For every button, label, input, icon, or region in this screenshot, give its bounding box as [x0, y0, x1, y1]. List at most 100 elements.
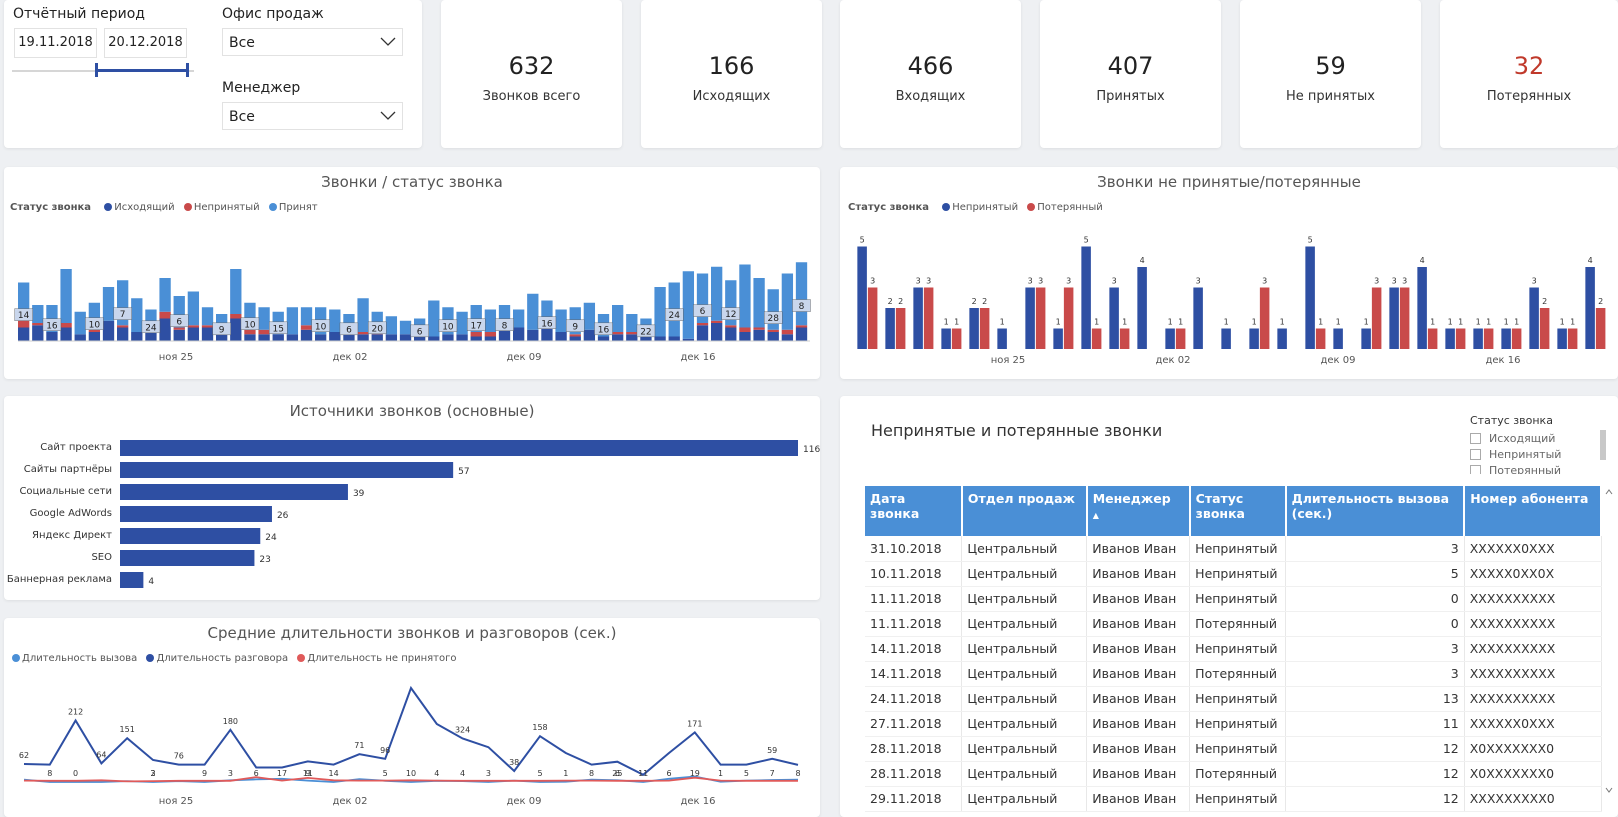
- bar-Принят: [626, 314, 638, 332]
- table-row[interactable]: 14.11.2018 Центральный Иванов Иван Потерянн…: [865, 661, 1602, 687]
- bar-Непринятый: [1389, 287, 1399, 349]
- bar-Потерянный: [1119, 328, 1130, 349]
- manager-dropdown[interactable]: Все: [222, 102, 403, 130]
- bar: [120, 550, 255, 566]
- table-row[interactable]: 28.11.2018 Центральный Иванов Иван Непринят…: [865, 736, 1602, 762]
- table-cell: Иванов Иван: [1086, 586, 1191, 612]
- column-header[interactable]: Номер абонента: [1464, 486, 1602, 536]
- data-label: 6: [666, 769, 671, 778]
- bar-Принят: [682, 271, 695, 339]
- data-label: 9: [202, 769, 207, 778]
- data-label: 1: [1122, 318, 1127, 327]
- scroll-down-icon[interactable]: [1603, 784, 1615, 796]
- table-row[interactable]: 11.11.2018 Центральный Иванов Иван Потерянн…: [865, 611, 1602, 637]
- bar-Исходящий: [753, 329, 765, 341]
- table-row[interactable]: 24.11.2018 Центральный Иванов Иван Непринят…: [865, 686, 1602, 712]
- checkbox[interactable]: [1470, 449, 1481, 460]
- date-from-input[interactable]: 19.11.2018: [14, 28, 97, 58]
- column-header[interactable]: Дата звонка: [865, 486, 963, 536]
- scroll-up-icon[interactable]: [1603, 486, 1615, 498]
- table-scrollbar[interactable]: [1603, 486, 1615, 796]
- slicer-item-outgoing[interactable]: Исходящий: [1470, 432, 1555, 445]
- data-label: 3: [1262, 277, 1267, 286]
- data-label: 6: [346, 325, 352, 335]
- data-label: 10: [89, 320, 101, 330]
- bar-Исходящий: [300, 329, 313, 341]
- table-cell: Непринятый: [1189, 561, 1287, 587]
- data-label: 5: [860, 236, 865, 245]
- bar-Непринятый: [88, 329, 101, 332]
- table-header-row: Дата звонка Отдел продаж Менеджер ▲ Стату…: [865, 486, 1602, 536]
- table-cell: XXXXXXXXXX: [1464, 611, 1602, 637]
- bar: [120, 528, 261, 544]
- data-label: 17: [471, 321, 482, 331]
- chart-title: Звонки не принятые/потерянные: [1097, 173, 1361, 191]
- table-cell: 27.11.2018: [865, 711, 963, 737]
- data-label: 14: [329, 769, 339, 778]
- table-row[interactable]: 31.10.2018 Центральный Иванов Иван Непринят…: [865, 536, 1602, 562]
- table-cell: Потерянный: [1189, 611, 1287, 637]
- slicer-item-label: Исходящий: [1489, 432, 1556, 445]
- column-header[interactable]: Статус звонка: [1189, 486, 1287, 536]
- bar: [120, 462, 454, 478]
- slicer-scrollbar[interactable]: [1600, 430, 1606, 460]
- table-cell: 24.11.2018: [865, 686, 963, 712]
- table-cell: XXXXXXXXXX: [1464, 686, 1602, 712]
- manager-value: Все: [229, 109, 255, 125]
- bar-Исходящий: [682, 338, 695, 341]
- bar-Исходящий: [428, 336, 440, 341]
- data-label: 4: [434, 769, 439, 778]
- slider-handle-end[interactable]: [186, 63, 189, 77]
- bar-Принят: [286, 307, 299, 335]
- table-row[interactable]: 28.11.2018 Центральный Иванов Иван Потерянн…: [865, 761, 1602, 787]
- column-header[interactable]: Длительность вызова (сек.): [1285, 486, 1466, 536]
- table-row[interactable]: 27.11.2018 Центральный Иванов Иван Непринят…: [865, 711, 1602, 737]
- bar-Исходящий: [696, 325, 709, 341]
- table-row[interactable]: 14.11.2018 Центральный Иванов Иван Непринят…: [865, 636, 1602, 662]
- table-row[interactable]: 29.11.2018 Центральный Иванов Иван Непринят…: [865, 786, 1602, 812]
- checkbox[interactable]: [1470, 465, 1481, 474]
- bar-Принят: [767, 289, 779, 330]
- data-label: 2: [982, 297, 987, 306]
- data-label: 3: [1532, 277, 1537, 286]
- data-label: 23: [259, 555, 270, 565]
- data-label-bg: [141, 320, 161, 334]
- slicer-item-lost[interactable]: Потерянный: [1470, 464, 1561, 474]
- chart-title: Звонки / статус звонка: [321, 173, 503, 191]
- bar-Потерянный: [1427, 328, 1438, 349]
- bar: [120, 506, 272, 522]
- bar-Потерянный: [1539, 308, 1550, 349]
- table-cell: 10.11.2018: [865, 561, 963, 587]
- bar-Потерянный: [867, 287, 878, 349]
- data-label-bg: [42, 318, 62, 332]
- bar-Непринятый: [626, 332, 638, 335]
- slider-handle-start[interactable]: [95, 63, 98, 77]
- office-dropdown[interactable]: Все: [222, 28, 403, 56]
- data-label: 3: [1196, 277, 1201, 286]
- data-label: 2: [1598, 297, 1603, 306]
- table-row[interactable]: 10.11.2018 Центральный Иванов Иван Непринят…: [865, 561, 1602, 587]
- bar-Непринятый: [969, 308, 979, 349]
- data-label: 28: [768, 314, 780, 324]
- bar-Исходящий: [399, 334, 412, 341]
- bar-Непринятый: [913, 287, 923, 349]
- bar-Исходящий: [201, 327, 214, 341]
- bar-Принят: [541, 300, 553, 323]
- bar-Непринятый: [1137, 267, 1147, 349]
- category-label: Сайты партнёры: [24, 464, 112, 475]
- category-label: SEO: [91, 552, 112, 563]
- chart-title: Средние длительности звонков и разговоро…: [207, 624, 617, 642]
- column-header-sorted[interactable]: Менеджер ▲: [1086, 486, 1191, 536]
- table-row[interactable]: 11.11.2018 Центральный Иванов Иван Непринят…: [865, 586, 1602, 612]
- table-cell: Центральный: [961, 661, 1088, 687]
- checkbox[interactable]: [1470, 433, 1481, 444]
- bar-Непринятый: [767, 329, 779, 332]
- column-header[interactable]: Отдел продаж: [961, 486, 1088, 536]
- data-label: 3: [1402, 277, 1407, 286]
- date-to-input[interactable]: 20.12.2018: [104, 28, 187, 58]
- date-range-slider[interactable]: [12, 63, 194, 77]
- bar-Потерянный: [1259, 287, 1270, 349]
- slicer-title: Статус звонка: [1470, 414, 1553, 427]
- slicer-item-missed[interactable]: Непринятый: [1470, 448, 1561, 461]
- chart-legend: Статус звонка Исходящий Непринятый Приня…: [10, 202, 318, 213]
